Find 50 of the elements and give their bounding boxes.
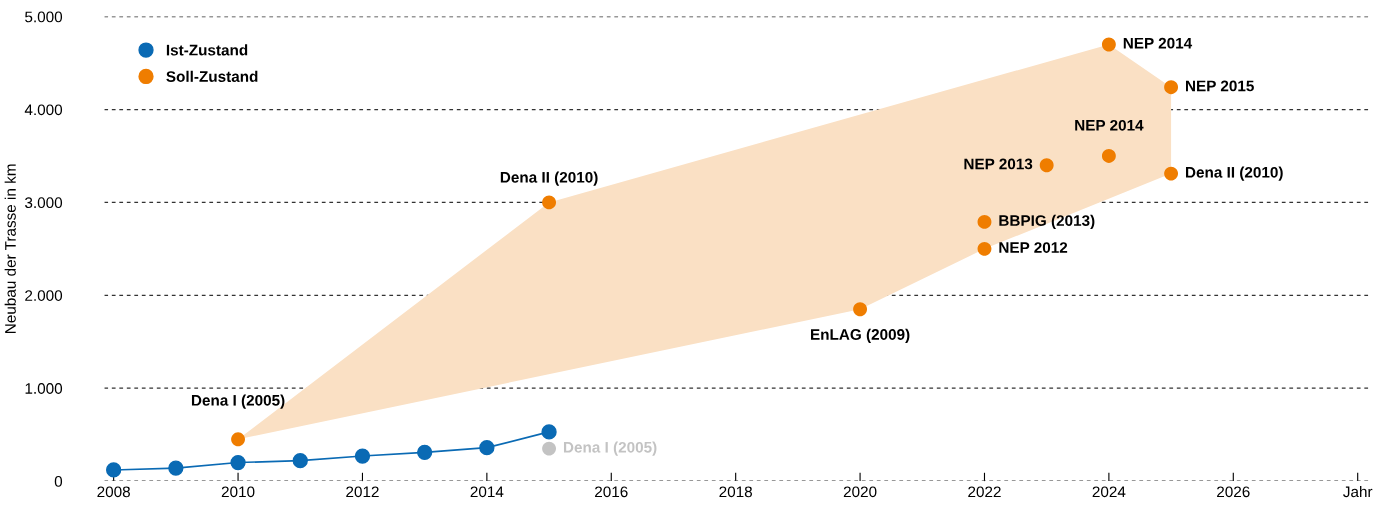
y-tick-label: 0 bbox=[54, 475, 63, 487]
y-axis-title: Neubau der Trasse in km bbox=[4, 164, 16, 333]
point bbox=[106, 462, 122, 478]
point bbox=[1039, 158, 1054, 173]
annotation: EnLAG (2009) bbox=[811, 328, 910, 343]
annotation: NEP 2014 bbox=[1123, 37, 1193, 49]
x-tick-label: 2016 bbox=[595, 486, 628, 498]
point bbox=[354, 448, 371, 464]
x-tick-label: Jahr bbox=[1343, 485, 1373, 498]
point bbox=[542, 441, 557, 456]
annotation: Dena I (2005) bbox=[563, 441, 657, 456]
y-tick-label: 4.000 bbox=[24, 104, 63, 116]
x-tick-label: 2022 bbox=[968, 486, 1001, 498]
annotation: NEP 2015 bbox=[1186, 80, 1254, 92]
x-tick-label: 2012 bbox=[346, 486, 379, 498]
x-tick-label: 2024 bbox=[1092, 486, 1126, 498]
x-tick-label: 2014 bbox=[470, 486, 504, 498]
x-tick-label: 2008 bbox=[97, 486, 130, 498]
point bbox=[1164, 166, 1179, 181]
point bbox=[168, 460, 184, 476]
y-tick-label: 1.000 bbox=[25, 383, 63, 394]
x-tick-label: 2010 bbox=[221, 486, 255, 498]
y-tick-label: 3.000 bbox=[25, 197, 63, 209]
point bbox=[417, 444, 433, 460]
point bbox=[977, 241, 992, 256]
point bbox=[1164, 80, 1179, 95]
annotation: NEP 2014 bbox=[1075, 119, 1144, 131]
x-tick-label: 2018 bbox=[719, 486, 753, 498]
legend-label: Ist-Zustand bbox=[166, 44, 248, 56]
point bbox=[231, 432, 245, 447]
point bbox=[479, 440, 495, 456]
y-tick-label: 2.000 bbox=[25, 290, 63, 301]
point bbox=[853, 302, 868, 317]
y-tick-label: 5.000 bbox=[25, 11, 63, 23]
legend-label: Soll-Zustand bbox=[166, 70, 258, 82]
annotation: NEP 2012 bbox=[999, 242, 1068, 253]
point bbox=[542, 195, 557, 210]
annotation: Dena II (2010) bbox=[1186, 166, 1283, 181]
point bbox=[541, 424, 557, 440]
point bbox=[230, 454, 246, 471]
x-tick-label: 2026 bbox=[1217, 486, 1250, 498]
point bbox=[1101, 149, 1116, 163]
point bbox=[292, 453, 308, 469]
annotation: BBPIG (2013) bbox=[999, 214, 1095, 230]
point bbox=[1101, 37, 1116, 52]
x-tick-label: 2020 bbox=[843, 486, 877, 498]
point bbox=[977, 214, 992, 229]
annotation: Dena I (2005) bbox=[191, 394, 285, 409]
annotation: Dena II (2010) bbox=[500, 171, 598, 186]
annotation: NEP 2013 bbox=[964, 158, 1033, 170]
